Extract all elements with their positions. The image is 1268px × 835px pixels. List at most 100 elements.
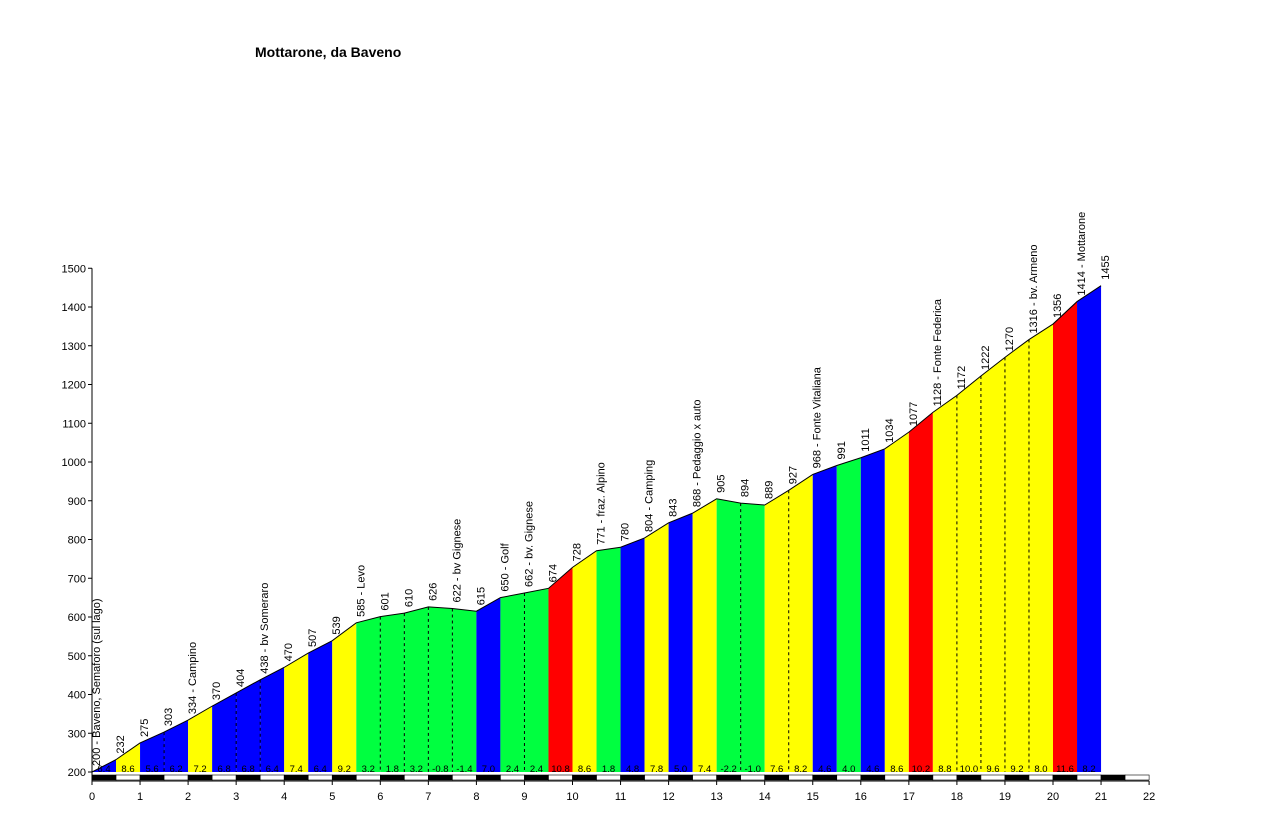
elevation-label-4: 334 - Campino bbox=[187, 642, 199, 714]
x-tick-label-17: 17 bbox=[903, 791, 915, 803]
ruler-block-6 bbox=[235, 774, 261, 781]
grade-label-14: -0.8 bbox=[432, 764, 448, 775]
profile-segment-35 bbox=[932, 395, 957, 772]
ruler-block-42 bbox=[1100, 774, 1126, 781]
profile-segment-16 bbox=[476, 597, 501, 772]
chart-title: Mottarone, da Baveno bbox=[255, 44, 401, 60]
ruler-block-39 bbox=[1028, 774, 1054, 781]
ruler-block-30 bbox=[812, 774, 838, 781]
ruler-block-43 bbox=[1124, 774, 1150, 781]
profile-segment-33 bbox=[884, 432, 909, 772]
elevation-label-11: 585 - Levo bbox=[355, 565, 367, 617]
grade-label-36: 10.0 bbox=[960, 764, 979, 775]
x-tick-label-2: 2 bbox=[185, 791, 191, 803]
ruler-block-9 bbox=[307, 774, 333, 781]
ruler-block-22 bbox=[620, 774, 645, 781]
profile-segment-36 bbox=[956, 375, 981, 772]
elevation-point-labels: 200 - Baveno, Semaforo (sul lago) 232 275 3… bbox=[91, 212, 1112, 766]
profile-segment-1 bbox=[116, 742, 141, 772]
elevation-label-6: 404 bbox=[235, 669, 247, 687]
ruler-block-16 bbox=[476, 774, 501, 781]
x-tick-label-12: 12 bbox=[662, 791, 674, 803]
ruler-block-13 bbox=[404, 774, 429, 781]
grade-label-17: 2.4 bbox=[506, 764, 519, 775]
profile-segment-12 bbox=[380, 613, 405, 772]
grade-label-21: 1.8 bbox=[602, 764, 615, 775]
elevation-label-34: 1077 bbox=[908, 402, 920, 426]
elevation-label-9: 507 bbox=[307, 629, 319, 647]
ruler-block-8 bbox=[283, 774, 309, 781]
ruler-block-38 bbox=[1004, 774, 1030, 781]
elevation-label-3: 303 bbox=[163, 708, 175, 726]
grade-label-40: 11.6 bbox=[1056, 764, 1074, 775]
elevation-label-38: 1270 bbox=[1004, 327, 1016, 351]
grade-label-6: 6.8 bbox=[242, 764, 255, 775]
profile-segment-23 bbox=[644, 522, 669, 772]
profile-segment-40 bbox=[1053, 301, 1078, 772]
ruler-block-36 bbox=[956, 774, 982, 781]
profile-segments bbox=[92, 285, 1102, 772]
profile-segment-32 bbox=[860, 448, 885, 772]
x-tick-label-19: 19 bbox=[999, 791, 1011, 803]
grade-label-31: 4.0 bbox=[842, 764, 855, 775]
profile-segment-25 bbox=[692, 498, 717, 772]
profile-segment-5 bbox=[212, 692, 237, 772]
ruler-block-15 bbox=[452, 774, 477, 781]
elevation-label-30: 968 - Fonte Vitaliana bbox=[812, 366, 824, 468]
ruler-block-27 bbox=[740, 774, 765, 781]
x-tick-label-18: 18 bbox=[951, 791, 963, 803]
elevation-label-2: 275 bbox=[139, 719, 151, 737]
profile-segment-8 bbox=[284, 653, 309, 772]
x-tick-label-20: 20 bbox=[1047, 791, 1059, 803]
profile-segment-34 bbox=[908, 412, 933, 772]
profile-segment-37 bbox=[980, 357, 1005, 772]
ruler-block-14 bbox=[428, 774, 453, 781]
grade-label-1: 8.6 bbox=[121, 764, 134, 775]
profile-segment-14 bbox=[428, 606, 453, 772]
elevation-label-13: 610 bbox=[403, 589, 415, 607]
ruler-block-31 bbox=[836, 774, 862, 781]
elevation-label-39: 1316 - bv. Armeno bbox=[1028, 244, 1040, 333]
grade-label-0: 6.4 bbox=[97, 764, 110, 775]
profile-segment-4 bbox=[188, 706, 213, 772]
elevation-label-1: 232 bbox=[115, 735, 127, 753]
grade-label-30: 4.6 bbox=[818, 764, 831, 775]
ruler-block-34 bbox=[908, 774, 934, 781]
segment-dividers bbox=[163, 339, 1030, 772]
grade-label-9: 6.4 bbox=[314, 764, 327, 775]
grade-label-33: 8.6 bbox=[890, 764, 903, 775]
elevation-label-23: 804 - Camping bbox=[644, 460, 656, 532]
ruler-block-4 bbox=[187, 774, 213, 781]
x-tick-label-8: 8 bbox=[473, 791, 479, 803]
y-tick-label-13: 1500 bbox=[62, 263, 86, 275]
profile-segment-21 bbox=[596, 547, 621, 772]
y-tick-label-9: 1100 bbox=[62, 418, 86, 430]
ruler-block-19 bbox=[548, 774, 573, 781]
ruler-block-23 bbox=[644, 774, 669, 781]
grade-label-8: 7.4 bbox=[290, 764, 303, 775]
elevation-label-25: 868 - Pedaggio x auto bbox=[692, 400, 704, 508]
ruler-block-26 bbox=[716, 774, 741, 781]
grade-label-13: 3.2 bbox=[410, 764, 423, 775]
elevation-label-7: 438 - bv Someraro bbox=[259, 583, 271, 674]
x-tick-label-11: 11 bbox=[615, 791, 626, 803]
ruler-block-37 bbox=[980, 774, 1006, 781]
y-tick-label-6: 800 bbox=[68, 535, 86, 547]
y-tick-label-10: 1200 bbox=[62, 380, 86, 392]
grade-label-25: 7.4 bbox=[698, 764, 711, 775]
profile-segment-2 bbox=[140, 732, 165, 772]
grade-label-20: 8.6 bbox=[578, 764, 591, 775]
ruler-block-25 bbox=[692, 774, 717, 781]
elevation-label-31: 991 bbox=[836, 441, 848, 459]
ruler-block-7 bbox=[259, 774, 285, 781]
ruler-block-3 bbox=[163, 774, 189, 781]
ruler-block-28 bbox=[764, 774, 790, 781]
grade-label-27: -1.0 bbox=[745, 764, 761, 775]
axes: 2003004005006007008009001000110012001300… bbox=[62, 263, 1156, 803]
x-tick-label-14: 14 bbox=[759, 791, 771, 803]
x-tick-label-21: 21 bbox=[1095, 791, 1107, 803]
grade-label-7: 6.4 bbox=[266, 764, 279, 775]
ruler-block-10 bbox=[331, 774, 357, 781]
profile-segment-20 bbox=[572, 550, 597, 772]
grade-label-5: 6.8 bbox=[218, 764, 231, 775]
